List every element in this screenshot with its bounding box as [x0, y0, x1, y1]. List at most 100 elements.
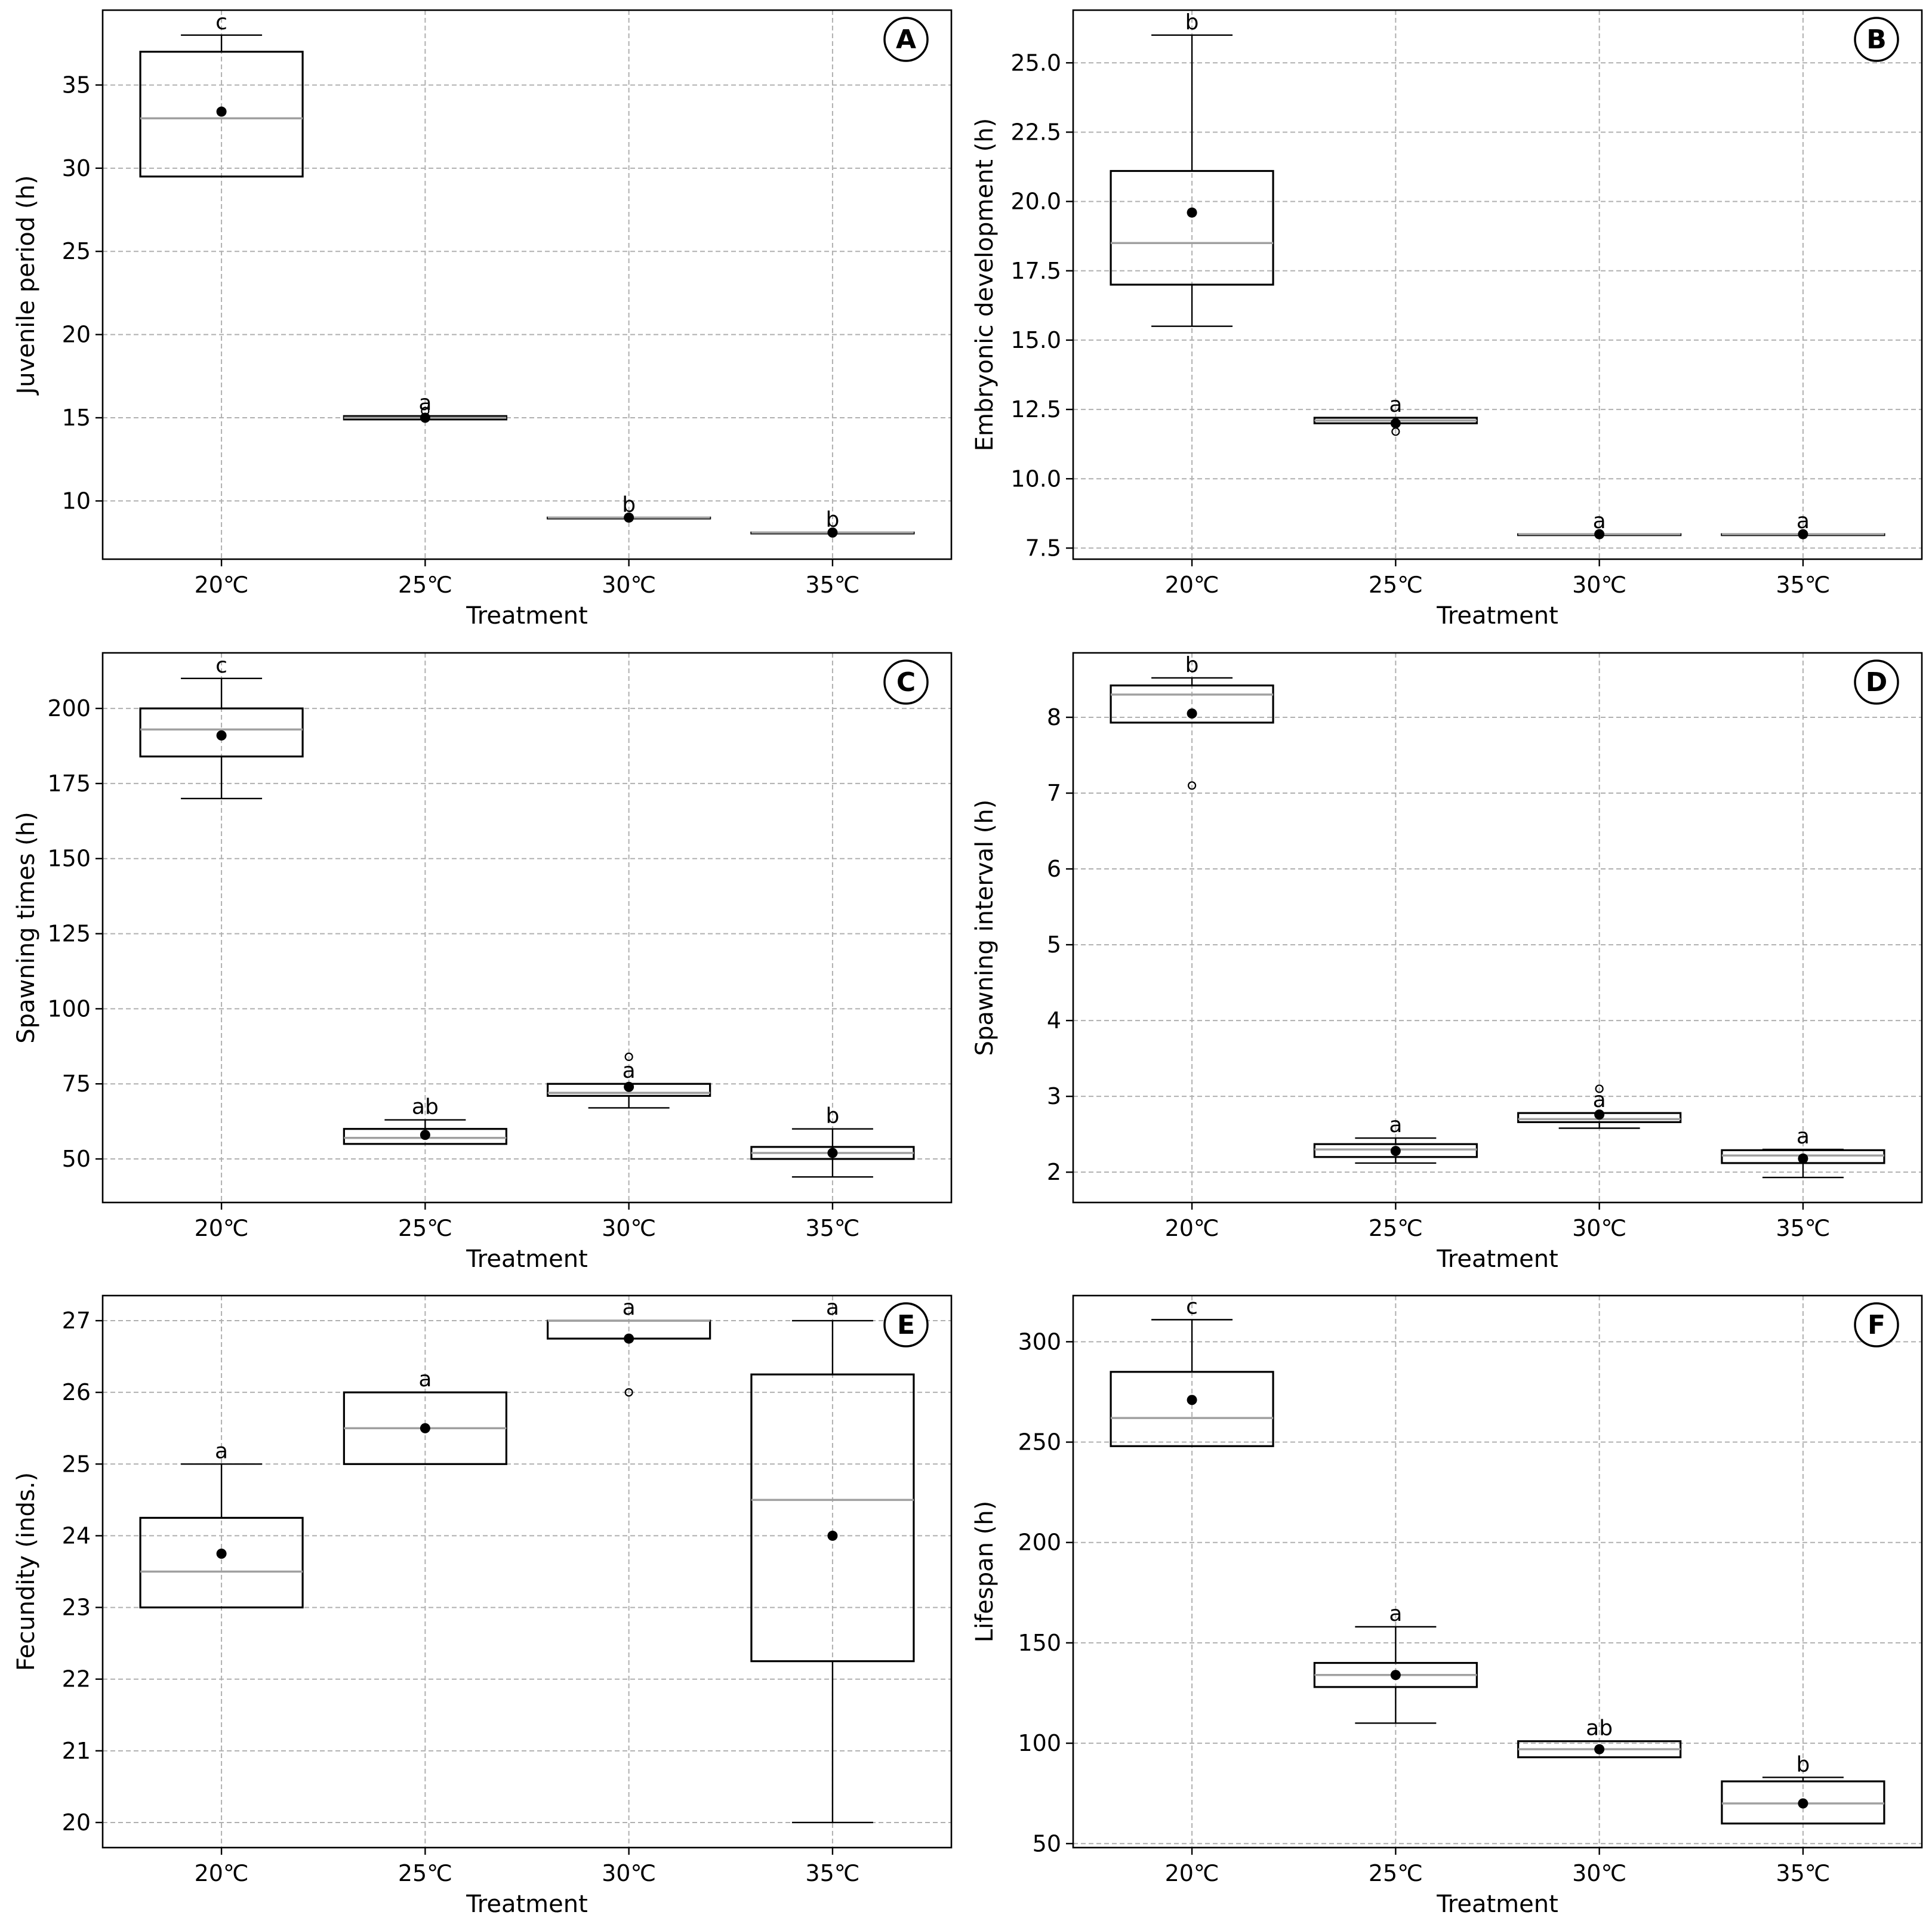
panel-a-badge	[883, 17, 929, 62]
panel-c-ytick-label-2: 100	[47, 995, 91, 1022]
panel-b-box-1: b	[1110, 10, 1274, 327]
significance-letter: a	[1593, 1088, 1606, 1112]
panel-b-ytick-label-6: 22.5	[1010, 119, 1061, 145]
significance-letter: a	[623, 1059, 636, 1083]
panel-e-ylabel: Fecundity (inds.)	[13, 1472, 40, 1671]
panel-f-box-2: a	[1313, 1602, 1478, 1724]
panel-c-xtick-label-1: 25℃	[398, 1215, 452, 1241]
outlier-point	[624, 1052, 633, 1062]
panel-d-box-2: a	[1313, 1113, 1478, 1164]
box-iqr	[139, 51, 304, 178]
mean-point	[420, 412, 430, 423]
panel-b-letter: B	[1866, 24, 1887, 55]
panel-d-ytick-label-3: 5	[1047, 932, 1061, 958]
panel-f-ytick-label-0: 50	[1033, 1830, 1061, 1857]
mean-point	[827, 1530, 838, 1541]
box-iqr	[1110, 1371, 1274, 1447]
significance-letter: a	[1389, 1602, 1402, 1626]
panel-b-badge	[1854, 17, 1899, 62]
panel-b-xtick-label-1: 25℃	[1369, 572, 1423, 598]
mean-point	[216, 730, 227, 741]
mean-point	[827, 1148, 838, 1158]
mean-point	[1798, 1153, 1808, 1164]
mean-point	[624, 512, 634, 523]
panel-e-letter: E	[897, 1310, 915, 1340]
panel-b-box-2: a	[1313, 393, 1478, 436]
panel-f-box-4: b	[1721, 1752, 1885, 1825]
panel-b-ytick-label-7: 25.0	[1010, 50, 1061, 76]
panel-f-xtick-label-2: 30℃	[1572, 1860, 1626, 1886]
panel-a-xtick-label-0: 20℃	[195, 572, 249, 598]
panel-f-box-3: ab	[1517, 1716, 1682, 1759]
panel-e-ytick-label-0: 20	[62, 1809, 91, 1836]
panel-e-ytick-label-2: 22	[62, 1666, 91, 1692]
panel-a-box-1: c	[139, 10, 304, 178]
mean-point	[1187, 207, 1197, 218]
mean-point	[1798, 529, 1808, 539]
panel-d-letter: D	[1866, 667, 1888, 698]
mean-point	[1594, 1744, 1605, 1755]
panel-b-ytick-label-4: 17.5	[1010, 258, 1061, 284]
panel-f-xtick-label-0: 20℃	[1165, 1860, 1219, 1886]
panel-f-ytick-label-1: 100	[1018, 1730, 1061, 1756]
panel-c-xlabel: Treatment	[466, 1245, 588, 1273]
panel-c-xtick-label-0: 20℃	[195, 1215, 249, 1241]
significance-letter: a	[1797, 509, 1810, 534]
panel-f-badge	[1854, 1302, 1899, 1348]
panel-d-box-1: b	[1110, 653, 1274, 790]
panel-e-box-3: a	[547, 1296, 711, 1397]
panel-d-ytick-label-5: 7	[1047, 780, 1061, 806]
panel-a-ytick-label-5: 35	[62, 72, 91, 98]
panel-d-ytick-label-2: 4	[1047, 1007, 1061, 1034]
panel-c-ytick-label-1: 75	[62, 1071, 91, 1097]
panel-f-ytick-label-4: 250	[1018, 1429, 1061, 1456]
panel-b-frame	[1072, 9, 1923, 560]
mean-point	[216, 1548, 227, 1559]
panel-a-ytick-label-0: 10	[62, 488, 91, 514]
box-iqr	[139, 1516, 304, 1609]
panel-d-ytick-label-6: 8	[1047, 704, 1061, 730]
box-iqr	[750, 1373, 915, 1663]
panel-a-letter: A	[896, 24, 916, 55]
panel-e-ytick-label-7: 27	[62, 1308, 91, 1334]
significance-letter: ab	[412, 1095, 439, 1120]
panel-d-frame	[1072, 652, 1923, 1204]
panel-d-ylabel: Spawning interval (h)	[971, 800, 999, 1056]
panel-a-ytick-label-3: 25	[62, 238, 91, 264]
panel-c-badge	[883, 659, 929, 705]
mean-point	[1187, 708, 1197, 719]
panel-a: c a b b 10 15 20 25 30 35 20℃ 25℃ 30℃ 35℃ Treatment Juv…	[13, 9, 953, 630]
panel-a-xtick-label-1: 25℃	[398, 572, 452, 598]
panel-a-ylabel: Juvenile period (h)	[13, 175, 40, 396]
significance-letter: a	[215, 1439, 228, 1463]
panel-b-box-3: a	[1517, 509, 1682, 539]
panel-e-xtick-label-1: 25℃	[398, 1860, 452, 1886]
box-iqr	[1313, 1143, 1478, 1158]
panel-c-xtick-label-2: 30℃	[602, 1215, 656, 1241]
panel-a-ytick-label-1: 15	[62, 405, 91, 431]
panel-f-xtick-label-3: 35℃	[1776, 1860, 1830, 1886]
box-iqr	[139, 707, 304, 758]
outlier-point	[1187, 781, 1197, 790]
panel-b-ytick-label-3: 15.0	[1010, 327, 1061, 353]
panel-b-ytick-label-0: 7.5	[1025, 535, 1061, 561]
mean-point	[1594, 529, 1605, 539]
significance-letter: ab	[1586, 1716, 1613, 1741]
panel-a-box-3: b	[547, 492, 711, 523]
panel-f-box-1: c	[1110, 1294, 1274, 1447]
panel-d-ytick-label-4: 6	[1047, 856, 1061, 882]
significance-letter: a	[1389, 393, 1402, 417]
mean-point	[1390, 1146, 1401, 1157]
outlier-point	[1595, 1084, 1604, 1093]
panel-d-ytick-label-0: 2	[1047, 1159, 1061, 1185]
significance-letter: b	[1796, 1752, 1810, 1777]
panel-e-box-4: a	[750, 1296, 915, 1824]
panel-c-ytick-label-3: 125	[47, 921, 91, 947]
panel-f-ytick-label-3: 200	[1018, 1530, 1061, 1556]
panel-d-xtick-label-2: 30℃	[1572, 1215, 1626, 1241]
panel-e-frame	[101, 1294, 953, 1849]
box-iqr	[343, 1128, 507, 1145]
panel-e-badge	[883, 1302, 929, 1348]
panel-b-xtick-label-0: 20℃	[1165, 572, 1219, 598]
